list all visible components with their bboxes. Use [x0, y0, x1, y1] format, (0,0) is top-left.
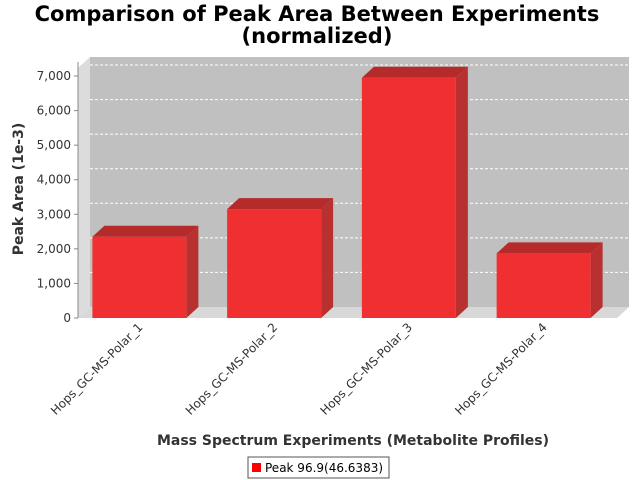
- x-axis-title: Mass Spectrum Experiments (Metabolite Pr…: [157, 433, 549, 449]
- y-axis-title: Peak Area (1e-3): [11, 123, 27, 256]
- y-tick-label: 1,000: [37, 276, 71, 290]
- bar-front: [496, 253, 591, 318]
- plot-floor: [78, 307, 629, 318]
- x-tick-group: Hops_GC-MS-Polar_1 Hops_GC-MS-Polar_2 Hops…: [48, 320, 550, 418]
- y-tick-label: 2,000: [37, 242, 71, 256]
- y-axis: 0 1,000 2,000 3,000 4,000 5,000 6,000 7,000: [37, 62, 79, 325]
- bar-front: [92, 236, 187, 318]
- y-tick-group: 0 1,000 2,000 3,000 4,000 5,000 6,000 7,000: [37, 69, 78, 325]
- bar-top: [496, 242, 603, 254]
- plot-left-wall: [78, 57, 90, 318]
- bars: [92, 66, 603, 318]
- bar-side: [321, 198, 334, 318]
- y-tick-label: 5,000: [37, 138, 71, 152]
- bar-4: [496, 242, 603, 318]
- chart-title-line-2: (normalized): [242, 24, 393, 48]
- bar-top: [361, 66, 468, 78]
- bar-top: [227, 198, 334, 210]
- y-tick-label: 3,000: [37, 207, 71, 221]
- bar-front: [227, 209, 322, 318]
- bar-front: [361, 77, 456, 318]
- legend-label: Peak 96.9(46.6383): [265, 461, 383, 475]
- x-tick-label: Hops_GC-MS-Polar_4: [452, 320, 550, 418]
- y-tick-label: 6,000: [37, 104, 71, 118]
- y-tick-label: 4,000: [37, 173, 71, 187]
- chart-title-line-1: Comparison of Peak Area Between Experime…: [35, 2, 600, 26]
- bar-top: [92, 225, 199, 237]
- y-tick-label: 0: [63, 311, 71, 325]
- x-tick-label: Hops_GC-MS-Polar_1: [48, 320, 146, 418]
- x-tick-label: Hops_GC-MS-Polar_3: [317, 320, 415, 418]
- y-tick-label: 7,000: [37, 69, 71, 83]
- legend-swatch: [252, 463, 261, 472]
- bar-2: [227, 198, 334, 318]
- legend-box: [247, 456, 390, 479]
- bar-side: [455, 66, 468, 318]
- legend: Peak 96.9(46.6383): [247, 456, 390, 479]
- bar-side: [590, 242, 603, 318]
- bar-1: [92, 225, 199, 318]
- bar-side: [186, 225, 199, 318]
- bar-3: [361, 66, 468, 318]
- x-tick-label: Hops_GC-MS-Polar_2: [183, 320, 281, 418]
